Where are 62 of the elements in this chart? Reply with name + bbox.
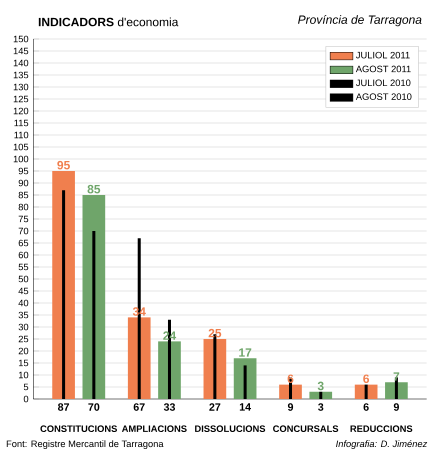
chart-subtitle: Província de Tarragona — [298, 14, 422, 26]
data-label: 17 — [239, 348, 252, 357]
y-tick-label: 130 — [14, 84, 28, 90]
y-tick-label: 105 — [14, 144, 28, 150]
y-tick-label: 125 — [14, 96, 28, 102]
y-tick-label: 65 — [18, 240, 28, 246]
data-label: 87 — [58, 403, 70, 411]
y-tick-label: 20 — [18, 348, 28, 354]
data-label: 3 — [318, 382, 324, 390]
y-tick-label: 0 — [24, 396, 28, 402]
legend-label: AGOST 2011 — [356, 66, 411, 72]
y-tick-label: 55 — [18, 264, 28, 270]
data-label: 6 — [288, 374, 294, 384]
y-tick-label: 110 — [14, 132, 28, 138]
legend-label: JULIOL 2010 — [356, 80, 410, 86]
y-tick-label: 70 — [18, 228, 28, 234]
y-tick-label: 75 — [18, 216, 28, 222]
text: Font: Registre Mercantil de Tarragona — [6, 440, 164, 449]
y-tick-label: 45 — [18, 288, 28, 294]
y-tick-label: 115 — [14, 120, 28, 126]
data-label: 67 — [134, 403, 145, 411]
x-tick-label: REDUCCIONS — [350, 425, 412, 432]
legend-label: AGOST 2010 — [356, 93, 412, 100]
data-label: 3 — [318, 403, 324, 411]
y-tick-label: 5 — [24, 384, 28, 390]
x-tick-label: AMPLIACIONS — [122, 425, 187, 432]
y-tick-label: 35 — [18, 312, 28, 318]
data-label: 9 — [288, 403, 294, 411]
data-label: 6 — [363, 374, 370, 384]
data-label: 9 — [394, 403, 399, 411]
y-tick-label: 90 — [18, 180, 28, 186]
y-tick-label: 85 — [18, 192, 28, 198]
legend-label: JULIOL 2011 — [356, 52, 410, 58]
x-tick-label: CONCURSALS — [273, 425, 338, 432]
y-tick-label: 120 — [14, 108, 28, 114]
y-tick-label: 40 — [18, 300, 28, 306]
y-tick-label: 150 — [14, 36, 28, 42]
y-tick-label: 95 — [18, 168, 28, 174]
data-label: 95 — [57, 160, 70, 170]
y-tick-label: 145 — [14, 48, 28, 54]
y-tick-label: 140 — [14, 60, 28, 66]
y-tick-label: 10 — [18, 372, 28, 378]
data-label: 25 — [208, 328, 222, 338]
y-tick-label: 135 — [14, 72, 28, 78]
data-label: 6 — [364, 403, 369, 411]
y-tick-label: 80 — [18, 204, 28, 210]
y-tick-label: 50 — [18, 276, 28, 282]
y-tick-label: 30 — [18, 324, 28, 330]
y-tick-label: 15 — [18, 360, 28, 366]
data-label: 14 — [240, 403, 251, 411]
data-label: 70 — [88, 403, 100, 411]
text: Infografia: D. Jiménez — [336, 440, 428, 449]
y-tick-label: 60 — [18, 252, 28, 258]
chart-title: INDICADORS d'economia — [38, 17, 178, 26]
x-tick-label: DISSOLUCIONS — [195, 425, 266, 432]
y-tick-label: 25 — [18, 336, 28, 342]
x-tick-label: CONSTITUCIONS — [40, 425, 117, 432]
data-label: 85 — [88, 184, 100, 194]
data-label: 7 — [394, 372, 400, 381]
y-tick-label: 100 — [14, 156, 28, 162]
data-label: 33 — [164, 403, 176, 411]
data-label: 27 — [209, 403, 220, 411]
